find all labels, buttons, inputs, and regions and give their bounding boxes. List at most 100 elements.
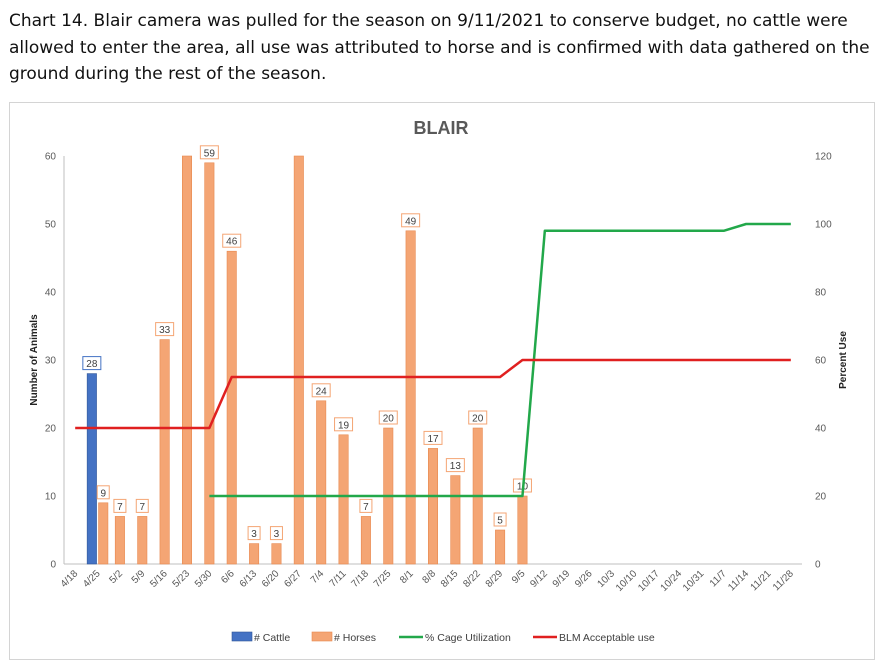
x-tick-label: 10/10	[614, 568, 640, 594]
x-tick-label: 4/25	[81, 568, 103, 590]
horse-bar	[159, 339, 170, 565]
horse-bar	[249, 543, 260, 565]
horse-data-label-box	[135, 498, 149, 513]
y-tick-label: 40	[45, 288, 57, 299]
horse-data-label: 20	[472, 414, 484, 425]
chart-frame	[9, 102, 875, 660]
y-tick-label: 0	[50, 560, 56, 571]
horse-data-label-box	[247, 526, 261, 541]
horse-bar	[428, 448, 438, 565]
y2-tick-label: 60	[815, 356, 827, 367]
y-tick-label: 10	[45, 492, 57, 503]
horse-data-label-box	[468, 410, 488, 425]
x-tick-label: 9/12	[528, 568, 550, 590]
y-axis-title: Number of Animals	[29, 314, 40, 406]
horse-data-label-box	[269, 526, 283, 541]
legend-item: # Horses	[311, 631, 376, 644]
x-tick-label: 11/21	[749, 568, 774, 593]
horse-bar	[204, 162, 215, 565]
horse-data-label-box	[359, 498, 373, 513]
y2-tick-label: 120	[815, 152, 832, 163]
cattle-data-label: 28	[86, 359, 98, 370]
x-tick-label: 10/24	[659, 568, 685, 594]
x-tick-label: 4/18	[59, 568, 81, 590]
y-tick-label: 60	[45, 152, 57, 163]
horse-data-label: 3	[274, 529, 280, 540]
legend-label: # Cattle	[254, 632, 290, 644]
x-tick-label: 7/11	[328, 568, 349, 589]
legend-label: # Horses	[334, 632, 376, 644]
horse-data-label-box	[113, 498, 127, 513]
horse-data-label: 7	[117, 502, 123, 513]
horse-bar	[316, 400, 327, 565]
horse-data-label-box	[493, 512, 507, 527]
horse-bar	[182, 155, 192, 565]
horse-bar	[360, 516, 371, 565]
horse-data-label-box	[378, 410, 398, 425]
horse-bar	[137, 516, 148, 565]
x-tick-label: 5/16	[148, 568, 170, 590]
x-tick-label: 8/29	[484, 568, 506, 590]
horse-data-label-box	[401, 213, 421, 228]
horse-data-label: 13	[450, 461, 462, 472]
x-tick-label: 5/2	[107, 568, 125, 586]
x-tick-label: 9/5	[510, 568, 528, 586]
horse-bar	[98, 502, 109, 565]
x-tick-label: 6/6	[219, 568, 237, 586]
horse-data-label: 5	[497, 516, 503, 527]
y2-tick-label: 40	[815, 424, 827, 435]
x-tick-label: 9/26	[573, 568, 595, 590]
y2-axis-title: Percent Use	[838, 331, 849, 389]
legend-item: BLM Acceptable use	[533, 632, 655, 644]
horse-data-label: 9	[100, 488, 106, 499]
horse-data-label: 20	[383, 414, 395, 425]
cage-utilization-line	[209, 222, 791, 498]
blm-acceptable-use-line	[75, 358, 791, 430]
x-tick-label: 10/17	[636, 568, 662, 594]
chart-caption: Chart 14. Blair camera was pulled for th…	[9, 11, 870, 84]
legend-swatch	[231, 631, 253, 642]
x-tick-label: 6/13	[238, 568, 260, 590]
horse-data-label: 49	[405, 216, 417, 227]
horse-data-label: 19	[338, 420, 350, 431]
horse-data-label: 7	[139, 502, 145, 513]
x-tick-label: 5/9	[130, 568, 148, 586]
horse-data-label: 3	[251, 529, 257, 540]
x-tick-label: 8/15	[439, 568, 461, 590]
horse-bar	[114, 516, 125, 565]
horse-data-label: 46	[226, 237, 238, 248]
legend-label: BLM Acceptable use	[559, 632, 655, 644]
horse-data-label-box	[311, 383, 331, 398]
horse-data-label: 59	[204, 148, 216, 159]
horse-bar	[517, 495, 528, 565]
x-tick-label: 11/28	[771, 568, 796, 593]
y-tick-label: 50	[45, 220, 57, 231]
x-tick-label: 9/19	[551, 568, 573, 590]
horse-data-label: 7	[363, 502, 369, 513]
horse-bar	[293, 155, 304, 565]
y2-tick-label: 100	[815, 220, 832, 231]
horse-data-label-box	[423, 430, 443, 445]
cattle-bar	[86, 373, 97, 565]
horse-data-label: 24	[316, 386, 328, 397]
horse-data-label-box	[445, 458, 465, 473]
horse-data-label: 17	[427, 434, 439, 445]
x-tick-label: 8/8	[421, 568, 439, 586]
cattle-data-label-box	[82, 356, 102, 371]
horse-bar	[495, 529, 506, 565]
x-tick-label: 8/22	[461, 568, 483, 590]
chart-title: BLAIR	[414, 118, 469, 138]
x-tick-label: 5/23	[171, 568, 193, 590]
legend-swatch	[311, 631, 333, 642]
horse-bar	[338, 434, 349, 565]
horse-bar	[450, 475, 461, 565]
horse-bar	[271, 543, 282, 565]
horse-bar	[405, 230, 416, 565]
y2-tick-label: 80	[815, 288, 827, 299]
y-tick-label: 20	[45, 424, 57, 435]
x-tick-label: 10/31	[681, 568, 707, 594]
x-tick-label: 7/25	[372, 568, 394, 590]
x-tick-label: 8/1	[398, 568, 416, 586]
legend-item: # Cattle	[231, 631, 290, 644]
